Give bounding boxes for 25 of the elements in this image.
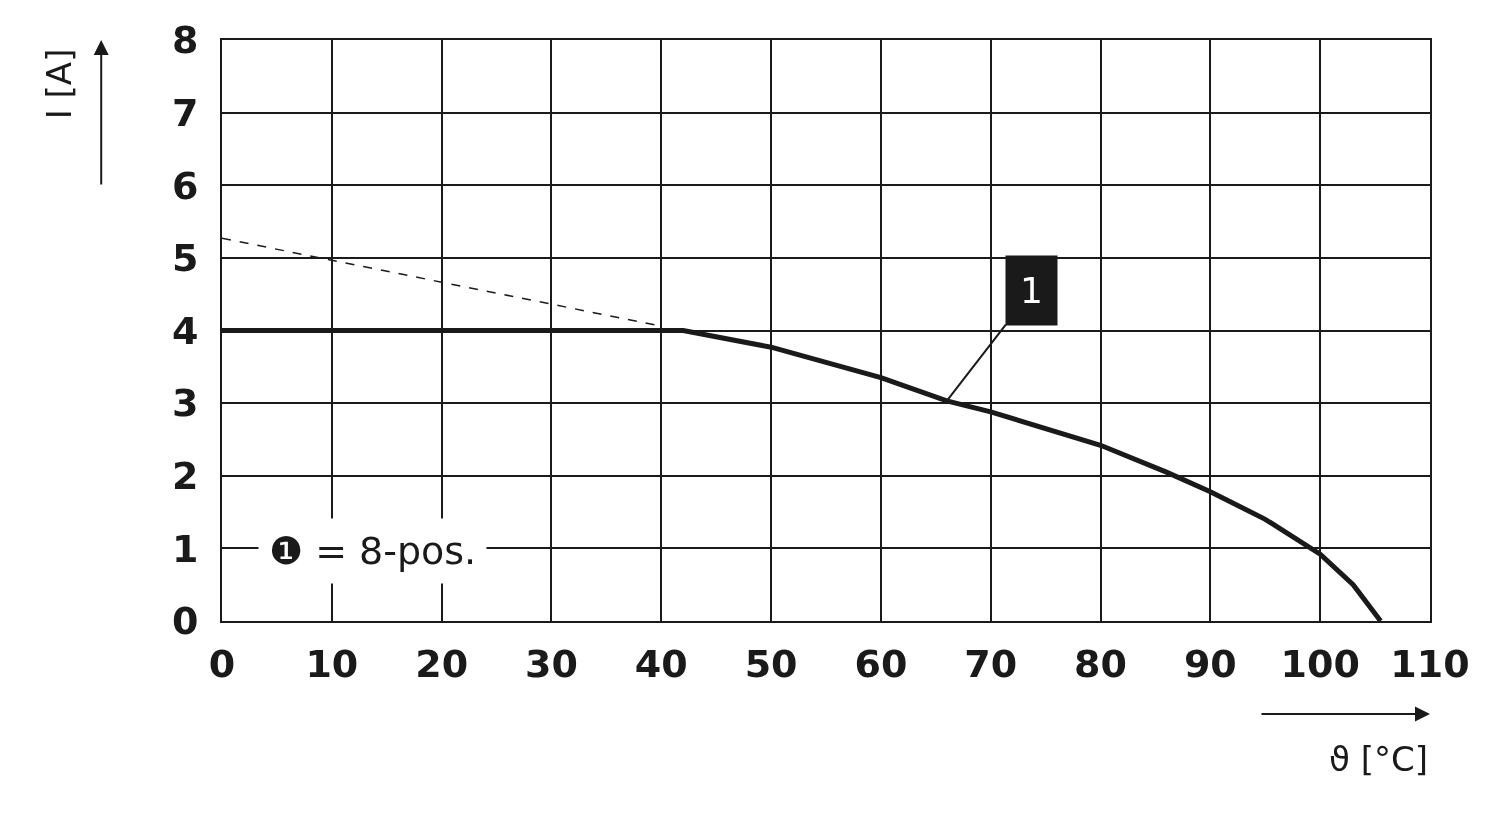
x-axis-title: ϑ [°C]: [1329, 739, 1429, 779]
y-tick-label: 7: [171, 90, 199, 135]
y-axis-title: I [A]: [38, 48, 79, 120]
x-tick-label: 60: [854, 641, 908, 686]
x-tick-label: 90: [1183, 641, 1237, 686]
y-tick-label: 6: [171, 163, 199, 208]
x-tick-label: 10: [305, 641, 359, 686]
x-tick-label: 50: [744, 641, 798, 686]
y-tick-label: 0: [171, 599, 199, 644]
x-tick-label: 20: [415, 641, 469, 686]
y-tick-label: 8: [171, 18, 199, 63]
y-tick-label: 5: [171, 236, 199, 281]
annotation: 1: [1020, 270, 1043, 311]
x-tick-label: 80: [1074, 641, 1127, 686]
x-tick-label: 70: [964, 641, 1018, 686]
y-tick-label: 1: [171, 526, 199, 571]
x-tick-label: 110: [1390, 641, 1470, 686]
annotation: ❶ = 8-pos.: [269, 529, 477, 573]
x-tick-label: 40: [634, 641, 688, 686]
y-tick-label: 3: [171, 381, 199, 426]
y-tick-label: 2: [171, 454, 199, 499]
x-tick-label: 100: [1280, 641, 1360, 686]
y-tick-label: 4: [171, 308, 199, 353]
x-tick-label: 30: [525, 641, 578, 686]
x-tick-label: 0: [208, 641, 236, 686]
